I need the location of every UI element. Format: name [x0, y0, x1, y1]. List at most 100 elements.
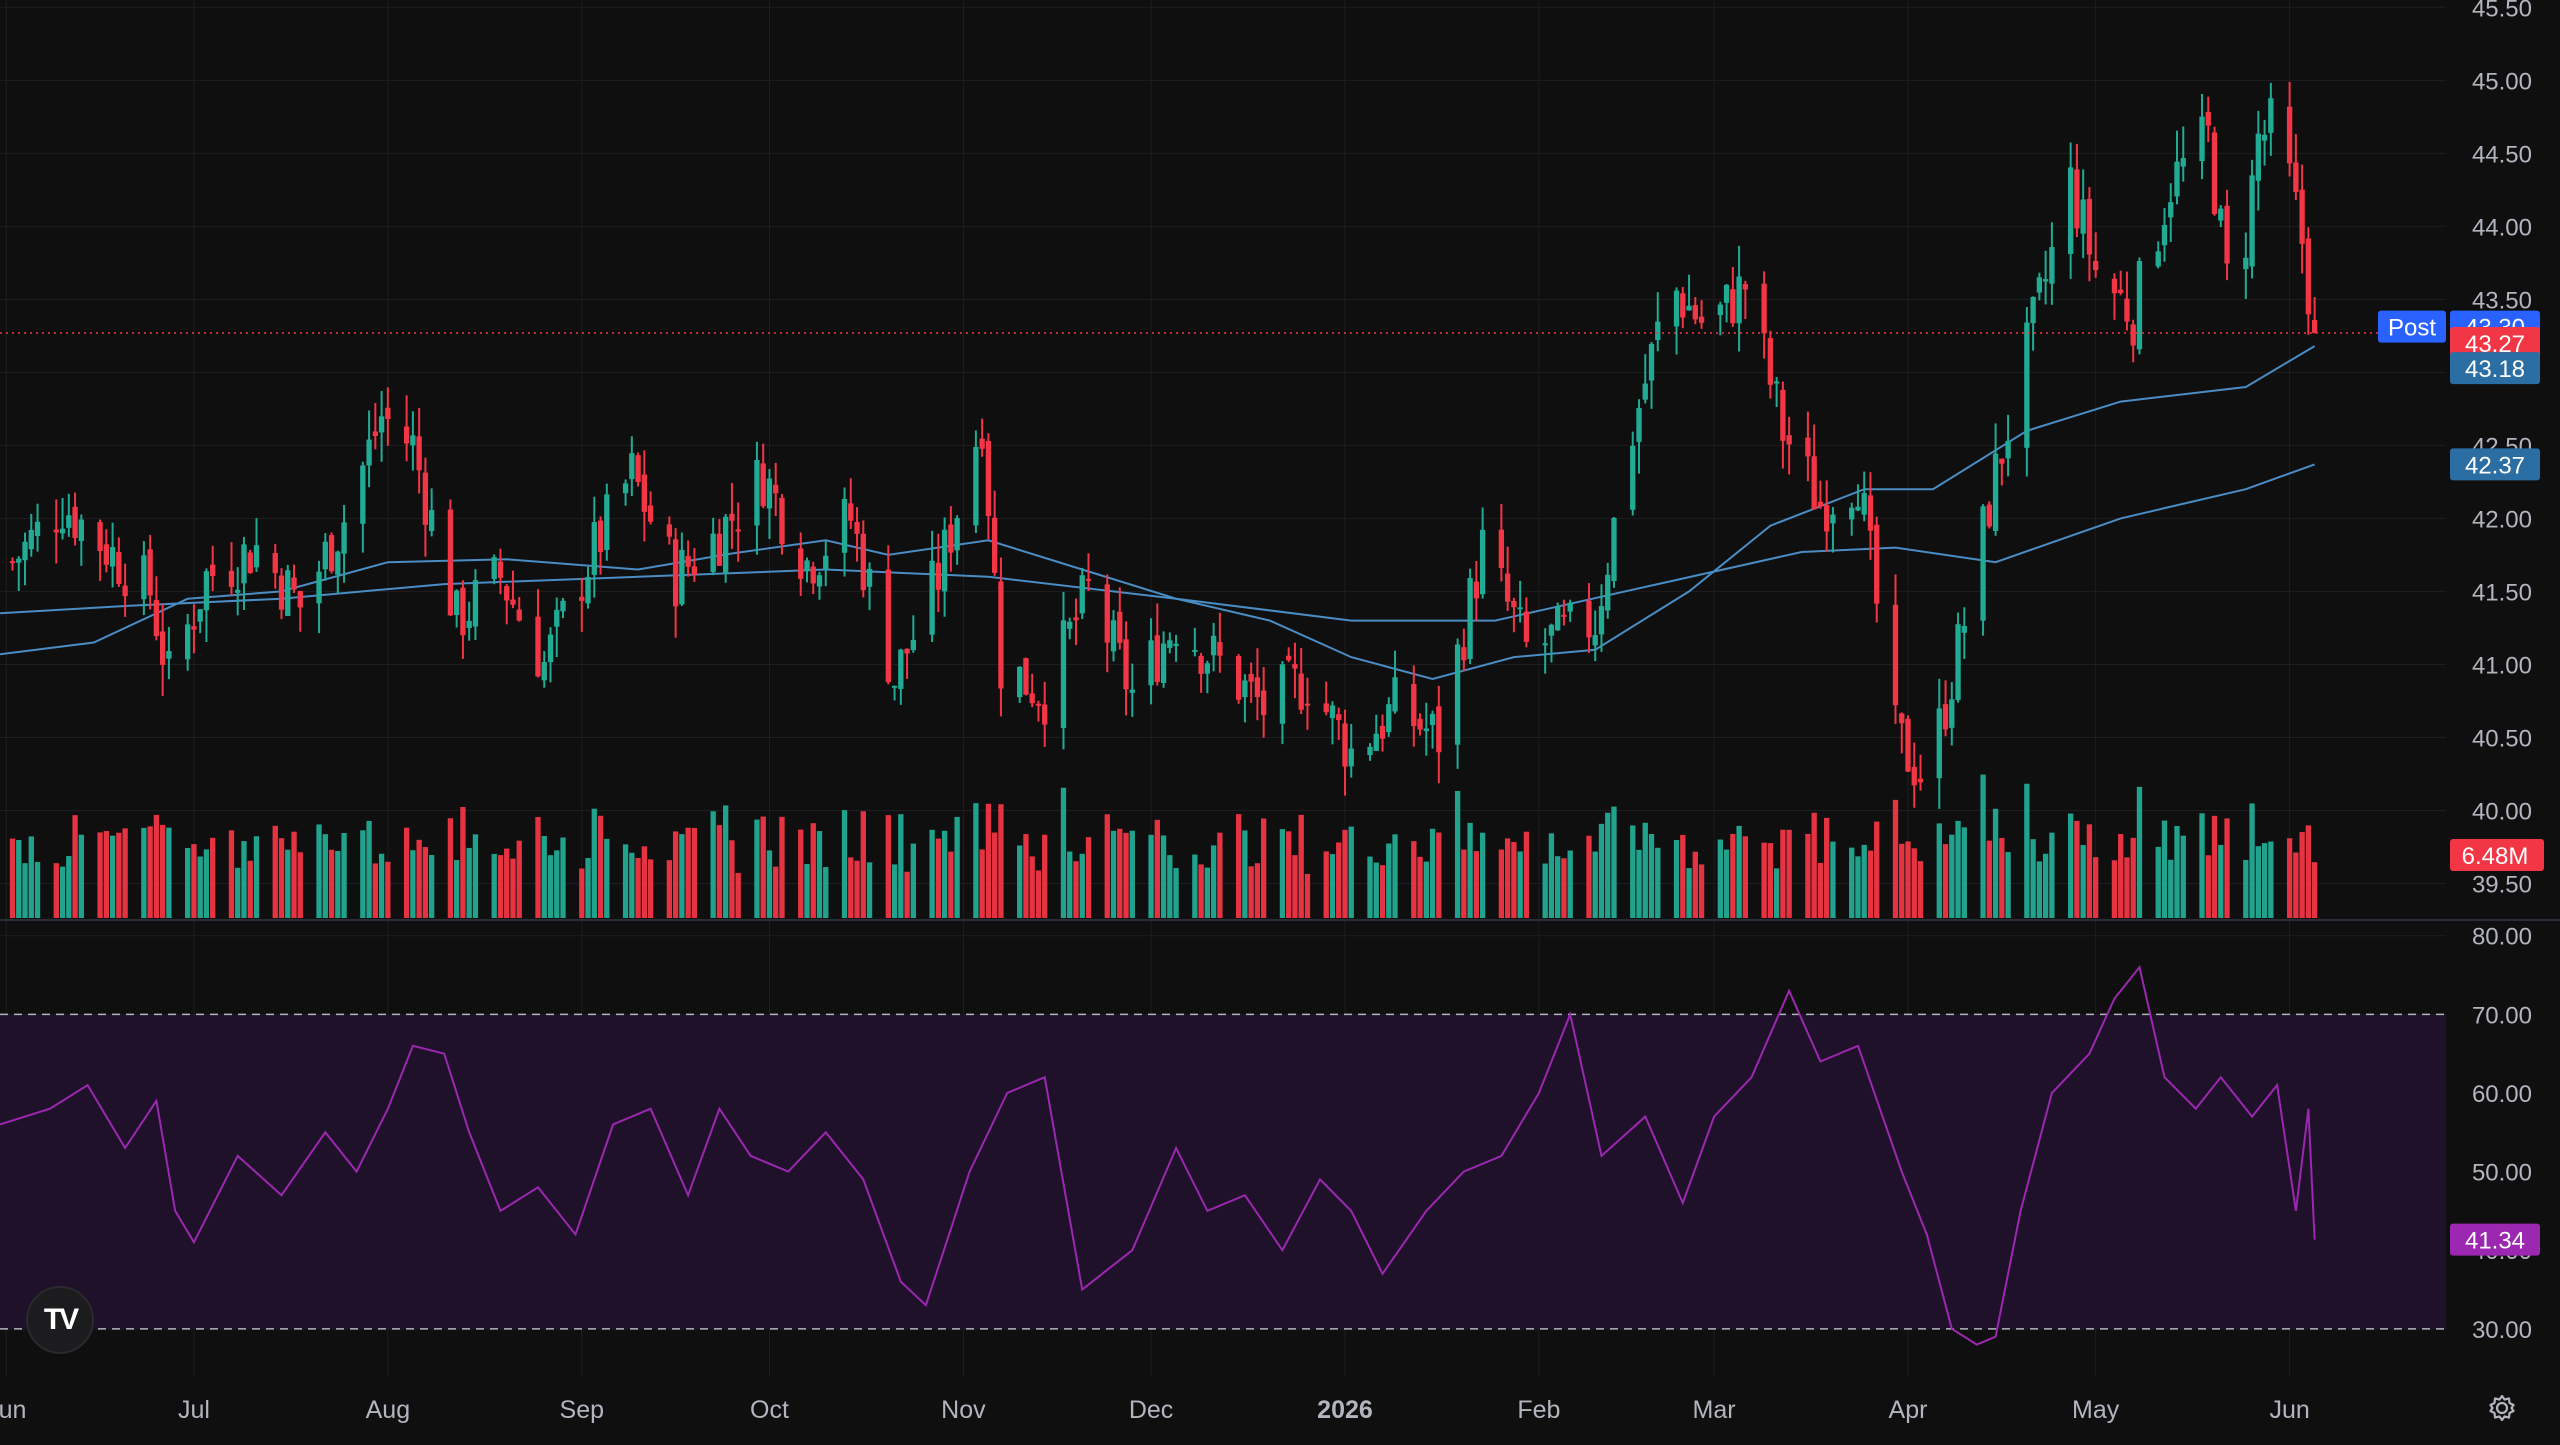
candle-body	[1698, 316, 1705, 323]
volume-bar	[1598, 823, 1605, 918]
volume-bar	[1117, 828, 1123, 918]
candle-body	[147, 549, 153, 596]
volume-bar	[941, 830, 948, 918]
volume-bar	[1423, 861, 1429, 918]
candle-body	[547, 634, 554, 663]
candle-body	[1830, 514, 1836, 524]
volume-bar	[1392, 834, 1398, 918]
candle-body	[1329, 705, 1336, 719]
candle-body	[1630, 445, 1636, 510]
candle-body	[1992, 453, 1999, 531]
candle-body	[1173, 643, 1179, 647]
candle-body	[1386, 704, 1392, 733]
volume-bar	[760, 816, 766, 918]
volume-bar	[1429, 828, 1436, 918]
volume-bar	[860, 811, 866, 918]
volume-bar	[1761, 842, 1767, 918]
volume-bar	[422, 847, 429, 918]
volume-bar	[1892, 799, 1899, 918]
candle-body	[454, 590, 460, 616]
candle-body	[272, 553, 278, 574]
candle-body	[410, 435, 416, 446]
time-tick-label: Oct	[750, 1396, 789, 1424]
candle-body	[935, 562, 942, 590]
price-axis[interactable]: 39.5040.0040.5041.0041.5042.0042.5043.00…	[2472, 0, 2532, 1344]
candle-body	[2111, 278, 2118, 294]
volume-bar	[1129, 830, 1135, 918]
candle-body	[1905, 718, 1911, 772]
volume-bar	[1911, 848, 1917, 918]
volume-bar	[1417, 856, 1423, 918]
volume-bar	[366, 820, 372, 918]
volume-bar	[979, 849, 985, 918]
candle-body	[904, 648, 910, 654]
volume-bar	[735, 872, 741, 918]
candle-body	[1867, 495, 1874, 531]
candle-body	[1592, 635, 1598, 646]
candle-body	[416, 436, 422, 471]
volume-bar	[1173, 868, 1179, 918]
tradingview-logo[interactable]: TV	[26, 1286, 94, 1354]
volume-bar	[1561, 858, 1567, 918]
volume-bar	[1648, 833, 1655, 918]
price-tick-label: 44.00	[2472, 214, 2532, 241]
candle-body	[2174, 161, 2180, 197]
candle-body	[360, 465, 366, 524]
volume-bar	[2168, 859, 2174, 918]
candle-body	[1504, 573, 1511, 602]
volume-bar	[1567, 850, 1573, 918]
candle-body	[1680, 293, 1686, 318]
post-tag-label: Post	[2388, 315, 2436, 342]
volume-bar	[428, 855, 435, 918]
volume-bar	[1079, 853, 1085, 918]
volume-bar	[1849, 847, 1855, 918]
volume-bar	[1855, 856, 1861, 918]
candle-body	[854, 521, 860, 534]
candle-body	[816, 575, 823, 587]
candle-body	[622, 483, 629, 494]
candle-body	[16, 558, 22, 563]
volume-bar	[866, 862, 873, 918]
candle-body	[1292, 664, 1298, 669]
volume-bar	[1936, 823, 1942, 918]
candle-body	[2093, 260, 2099, 271]
volume-bar	[341, 833, 347, 918]
time-axis[interactable]: Jun Jul Aug Sep Oct Nov Dec 2026 Feb Mar Apr May Jun	[0, 1396, 2310, 1424]
volume-bar	[316, 824, 322, 918]
candle-body	[504, 586, 510, 601]
volume-bar	[1073, 861, 1079, 918]
volume-bar	[1961, 827, 1967, 918]
candle-body	[729, 513, 735, 521]
candle-body	[1479, 529, 1486, 595]
candle-body	[2261, 134, 2268, 141]
volume-bar	[16, 839, 22, 918]
candles[interactable]	[9, 81, 2318, 809]
volume-bar	[22, 863, 28, 918]
volume-bar	[798, 829, 804, 918]
volume-bar	[1348, 826, 1354, 918]
volume-bar	[2286, 838, 2293, 918]
volume-bar	[635, 857, 641, 918]
candle-body	[823, 555, 829, 570]
candle-body	[2305, 238, 2312, 315]
volume-bar	[1655, 847, 1661, 918]
volume-bar	[28, 836, 34, 918]
candle-body	[1298, 673, 1304, 710]
candle-body	[1673, 290, 1680, 327]
candle-body	[735, 529, 741, 532]
candle-body	[2067, 167, 2074, 254]
settings-icon[interactable]	[2486, 1392, 2518, 1424]
volume-bar	[898, 814, 904, 918]
volume-bar	[34, 861, 41, 918]
volume-bar	[2161, 820, 2168, 918]
volume-bar	[97, 832, 103, 918]
volume-bar	[973, 803, 979, 918]
volume-bar	[597, 815, 604, 918]
volume-bar	[1461, 849, 1467, 918]
candle-body	[1304, 703, 1311, 706]
volume-bar	[1980, 774, 1986, 918]
candle-body	[2218, 208, 2224, 221]
volume-bar	[691, 827, 698, 918]
